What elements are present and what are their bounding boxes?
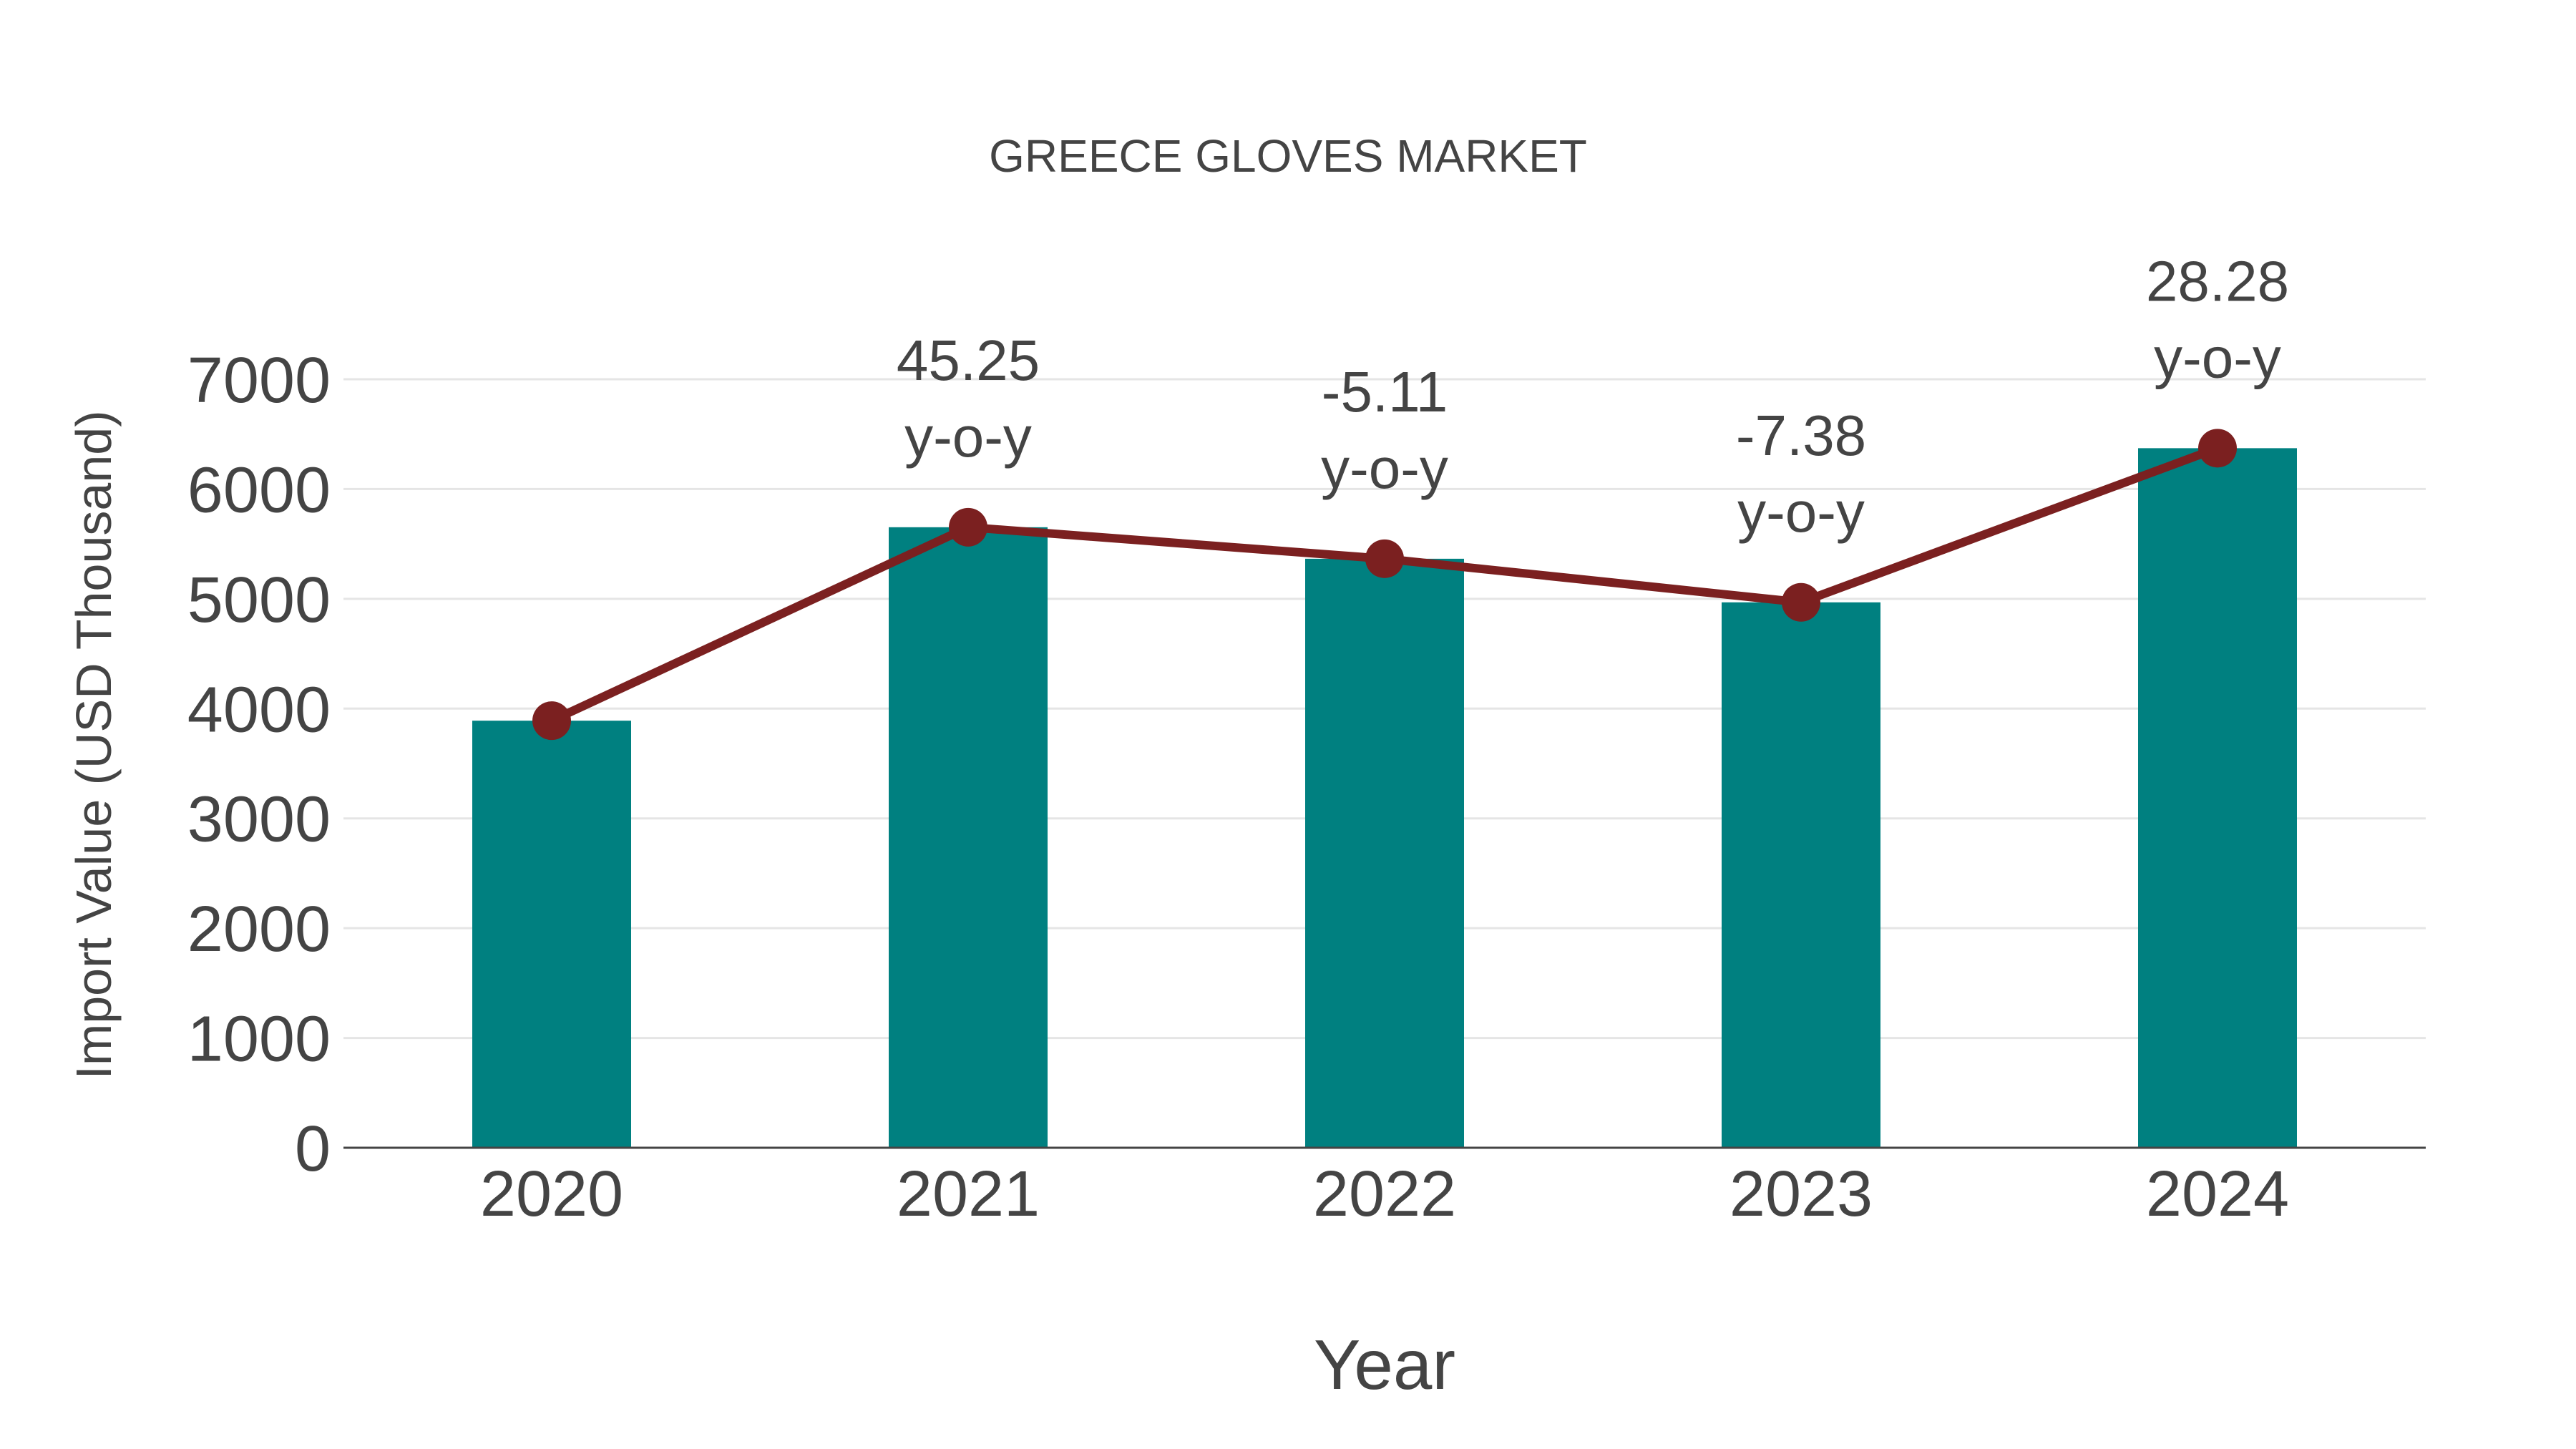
bar-2023: [1722, 602, 1880, 1148]
y-axis-title: Import Value (USD Thousand): [66, 410, 122, 1079]
x-tick-label: 2022: [1313, 1158, 1456, 1230]
bar-2022: [1305, 558, 1464, 1148]
x-axis-title: Year: [1314, 1325, 1455, 1404]
y-tick-label: 7000: [187, 345, 331, 416]
y-tick-label: 3000: [187, 784, 331, 856]
line-marker: [949, 507, 987, 547]
annotation-suffix: y-o-y: [1321, 436, 1448, 500]
x-tick-label: 2021: [897, 1158, 1040, 1230]
bars: [472, 448, 2297, 1148]
annotation-suffix: y-o-y: [2154, 326, 2281, 389]
bar-2020: [472, 721, 631, 1148]
chart-title: GREECE GLOVES MARKET: [989, 130, 1587, 182]
annotation-2021: 45.25 y-o-y: [897, 328, 1040, 469]
bar-2024: [2138, 448, 2297, 1148]
annotation-2022: -5.11 y-o-y: [1321, 360, 1448, 500]
annotation-2023: -7.38 y-o-y: [1736, 404, 1866, 544]
annotation-value: 45.25: [897, 328, 1040, 392]
y-tick-label: 6000: [187, 454, 331, 526]
annotation-suffix: y-o-y: [1737, 480, 1865, 544]
annotation-suffix: y-o-y: [904, 405, 1032, 469]
x-axis-ticks: 2020 2021 2022 2023 2024: [480, 1158, 2289, 1230]
line-marker: [1782, 582, 1820, 622]
annotation-value: 28.28: [2146, 249, 2289, 313]
trend-line: [532, 429, 2237, 741]
line-marker: [2198, 429, 2237, 468]
x-tick-label: 2024: [2146, 1158, 2289, 1230]
annotation-2024: 28.28 y-o-y: [2146, 249, 2289, 389]
y-axis-ticks: 0 1000 2000 3000 4000 5000 6000 7000: [187, 345, 331, 1185]
annotation-value: -7.38: [1736, 404, 1866, 467]
x-tick-label: 2020: [480, 1158, 623, 1230]
line-marker: [1365, 539, 1404, 578]
y-tick-label: 1000: [187, 1004, 331, 1075]
yoy-annotations: 45.25 y-o-y -5.11 y-o-y -7.38 y-o-y 28.28 y-o-y: [897, 249, 2289, 543]
y-tick-label: 5000: [187, 565, 331, 636]
y-tick-label: 4000: [187, 674, 331, 746]
bar-2021: [889, 527, 1048, 1148]
y-tick-label: 0: [295, 1113, 331, 1185]
line-marker: [532, 701, 571, 741]
y-tick-label: 2000: [187, 894, 331, 965]
annotation-value: -5.11: [1322, 360, 1448, 424]
x-tick-label: 2023: [1729, 1158, 1873, 1230]
